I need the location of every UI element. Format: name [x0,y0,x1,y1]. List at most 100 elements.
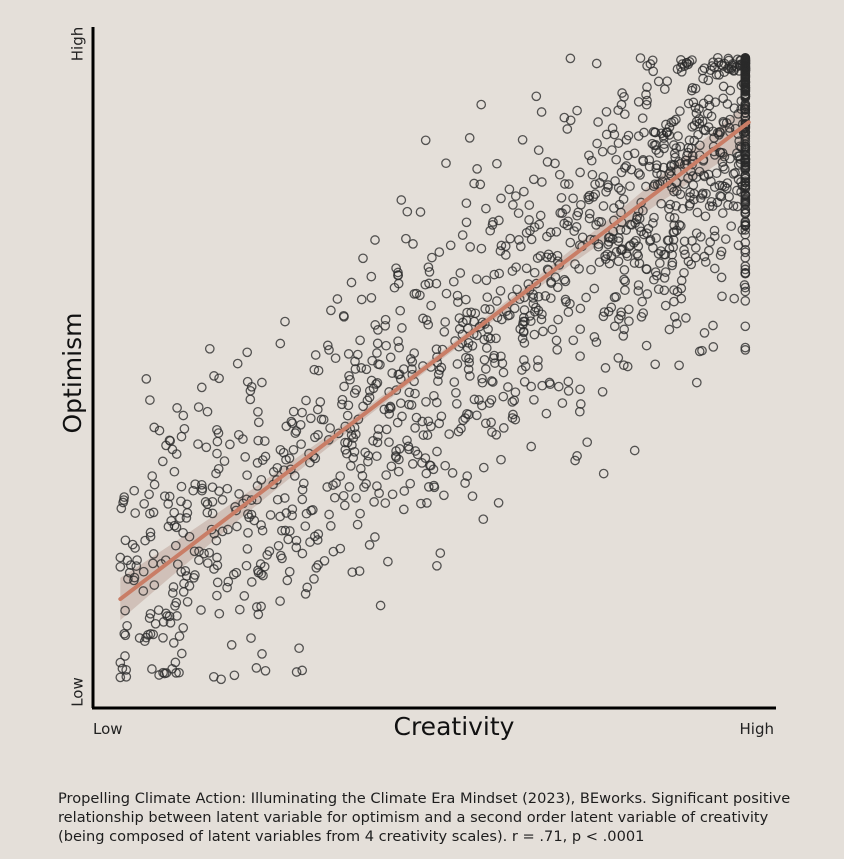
scatter-point [159,491,170,502]
scatter-point [610,176,620,186]
scatter-point [720,234,731,244]
scatter-point [402,206,413,217]
scatter-point [396,195,407,205]
scatter-point [211,535,222,546]
scatter-point [358,401,368,412]
scatter-point [131,561,142,571]
scatter-point [563,376,574,387]
scatter-point [359,482,369,493]
scatter-point [461,217,472,228]
scatter-point [297,665,308,676]
scatter-point [158,632,168,643]
scatter-point [319,555,330,566]
scatter-point [740,153,751,164]
scatter-point [432,446,442,457]
scatter-point [673,131,683,141]
scatter-point [121,671,132,682]
scatter-point [477,377,488,388]
scatter-point [423,262,434,273]
scatter-point [287,504,298,515]
scatter-point [325,521,336,531]
scatter-point [508,200,518,210]
scatter-point [366,292,377,303]
scatter-point [271,475,282,485]
scatter-point [154,425,165,436]
scatter-point [197,483,208,494]
scatter-point [272,494,283,505]
scatter-point [272,462,283,473]
scatter-point [507,266,518,276]
scatter-point [273,540,284,551]
scatter-point [355,508,365,519]
scatter-point [638,205,648,216]
scatter-point [740,158,751,168]
scatter-point [717,157,728,168]
scatter-point [633,96,644,107]
scatter-point [688,180,699,190]
scatter-point [333,428,344,439]
scatter-point [120,651,130,661]
scatter-point [328,480,338,490]
scatter-point [393,466,404,477]
scatter-point [423,319,434,330]
scatter-point [709,182,720,192]
scatter-point [212,448,222,459]
scatter-point [232,521,242,532]
scatter-point [463,338,474,348]
scatter-point [515,241,526,252]
scatter-point [613,138,624,149]
scatter-point [337,394,348,405]
scatter-point [318,414,329,425]
scatter-point [729,293,740,304]
scatter-point [740,101,751,112]
scatter-point [332,294,343,304]
scatter-point [214,608,225,619]
scatter-point [477,373,487,384]
scatter-point [676,66,687,77]
scatter-point [575,324,586,335]
scatter-point [451,387,461,398]
scatter-point [519,316,530,327]
scatter-point [178,527,188,538]
scatter-point [202,406,213,417]
scatter-point [246,495,257,505]
scatter-point [659,285,670,296]
scatter-point [275,444,286,455]
scatter-point [383,556,393,567]
scatter-point [639,127,649,138]
scatter-point [517,134,528,145]
scatter-point [297,494,308,505]
scatter-point [178,622,189,633]
scatter-point [481,343,492,353]
scatter-point [492,296,502,306]
scatter-point [188,572,199,583]
scatter-point [284,453,295,464]
scatter-point [417,416,428,427]
scatter-point [661,127,672,138]
scatter-point [257,525,268,536]
scatter-point [601,186,611,197]
scatter-point [222,582,232,593]
scatter-point [740,78,751,89]
scatter-point [572,105,582,116]
scatter-point [202,499,213,509]
scatter-point [368,435,378,446]
scatter-point [462,307,472,318]
scatter-point [349,446,360,457]
scatter-point [529,329,540,340]
scatter-point [487,377,498,387]
scatter-point [591,337,602,348]
scatter-point [517,333,528,344]
scatter-point [296,439,306,450]
scatter-point [681,58,692,68]
scatter-point [312,535,323,545]
scatter-point [519,355,529,365]
scatter-point [399,486,410,496]
scatter-point [732,185,742,196]
scatter-point [708,342,719,352]
scatter-point [212,552,222,563]
scatter-point [528,293,539,303]
scatter-point [257,649,267,659]
scatter-point [132,555,142,565]
scatter-point [180,566,191,576]
